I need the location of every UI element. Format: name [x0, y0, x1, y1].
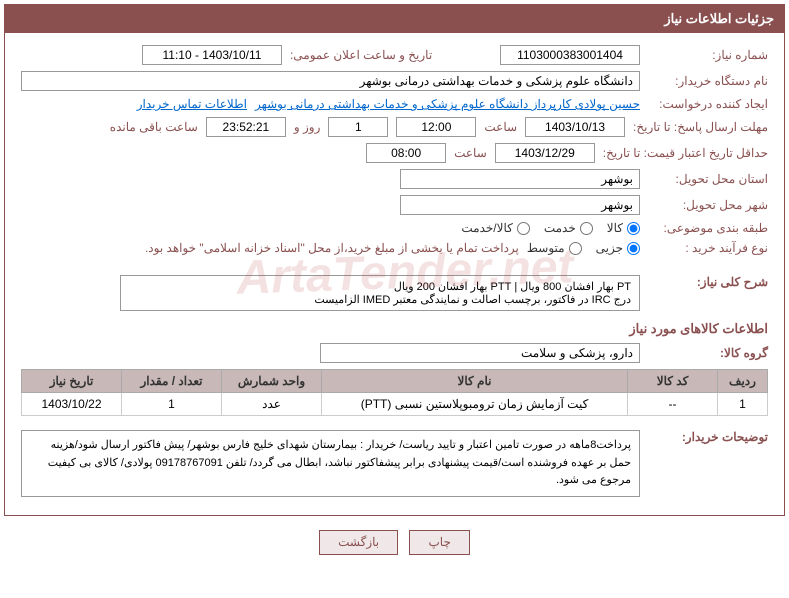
row-province: استان محل تحویل: بوشهر [21, 169, 768, 189]
radio-partial-input[interactable] [627, 242, 640, 255]
main-panel: جزئیات اطلاعات نیاز ArtaTender.net شماره… [4, 4, 785, 516]
radio-goods[interactable]: کالا [607, 221, 640, 235]
radio-goods-input[interactable] [627, 222, 640, 235]
th-qty: تعداد / مقدار [122, 370, 222, 393]
deadline-label: مهلت ارسال پاسخ: تا تاریخ: [633, 120, 768, 134]
validity-label: حداقل تاریخ اعتبار قیمت: تا تاریخ: [603, 146, 768, 160]
radio-both[interactable]: کالا/خدمت [461, 221, 529, 235]
deadline-days-label: روز و [294, 120, 321, 134]
announce-value: 1403/10/11 - 11:10 [142, 45, 282, 65]
radio-partial[interactable]: جزیی [596, 241, 640, 255]
td-qty: 1 [122, 393, 222, 416]
announce-label: تاریخ و ساعت اعلان عمومی: [290, 48, 432, 62]
general-desc-label: شرح کلی نیاز: [648, 275, 768, 289]
validity-time-label: ساعت [454, 146, 487, 160]
row-general-desc: شرح کلی نیاز: PT بهار افشان 800 ویال | P… [21, 275, 768, 311]
deadline-time-label: ساعت [484, 120, 517, 134]
need-number-value: 1103000383001404 [500, 45, 640, 65]
purchase-note: پرداخت تمام یا بخشی از مبلغ خرید،از محل … [145, 241, 519, 255]
td-unit: عدد [222, 393, 322, 416]
td-name: کیت آزمایش زمان ترومبوپلاستین نسبی (PTT) [322, 393, 628, 416]
th-code: کد کالا [628, 370, 718, 393]
row-goods-group: گروه کالا: دارو، پزشکی و سلامت [21, 343, 768, 363]
row-need-number: شماره نیاز: 1103000383001404 تاریخ و ساع… [21, 45, 768, 65]
radio-service[interactable]: خدمت [544, 221, 593, 235]
th-unit: واحد شمارش [222, 370, 322, 393]
th-name: نام کالا [322, 370, 628, 393]
need-number-label: شماره نیاز: [648, 48, 768, 62]
radio-medium[interactable]: متوسط [527, 241, 582, 255]
province-value: بوشهر [400, 169, 640, 189]
goods-section-title: اطلاعات کالاهای مورد نیاز [21, 321, 768, 337]
radio-goods-label: کالا [607, 221, 623, 235]
print-button[interactable]: چاپ [409, 530, 469, 555]
goods-table: ردیف کد کالا نام کالا واحد شمارش تعداد /… [21, 369, 768, 416]
province-label: استان محل تحویل: [648, 172, 768, 186]
buyer-contact-link[interactable]: اطلاعات تماس خریدار [137, 97, 247, 111]
deadline-remain: 23:52:21 [206, 117, 286, 137]
panel-header: جزئیات اطلاعات نیاز [5, 5, 784, 33]
radio-both-label: کالا/خدمت [461, 221, 512, 235]
radio-service-input[interactable] [580, 222, 593, 235]
radio-both-input[interactable] [517, 222, 530, 235]
radio-service-label: خدمت [544, 221, 576, 235]
purchase-type-label: نوع فرآیند خرید : [648, 241, 768, 255]
buyer-org-label: نام دستگاه خریدار: [648, 74, 768, 88]
row-requester: ایجاد کننده درخواست: حسین پولادی کارپردا… [21, 97, 768, 111]
row-city: شهر محل تحویل: بوشهر [21, 195, 768, 215]
buyer-org-value: دانشگاه علوم پزشکی و خدمات بهداشتی درمان… [21, 71, 640, 91]
row-deadline: مهلت ارسال پاسخ: تا تاریخ: 1403/10/13 سا… [21, 117, 768, 137]
radio-medium-label: متوسط [527, 241, 565, 255]
buyer-notes-value: پرداخت8ماهه در صورت تامین اعتبار و تایید… [21, 430, 640, 497]
row-purchase-type: نوع فرآیند خرید : جزیی متوسط پرداخت تمام… [21, 241, 768, 255]
button-bar: چاپ بازگشت [0, 530, 789, 555]
buyer-notes-label: توضیحات خریدار: [648, 430, 768, 444]
row-classification: طبقه بندی موضوعی: کالا خدمت کالا/خدمت [21, 221, 768, 235]
radio-medium-input[interactable] [569, 242, 582, 255]
td-code: -- [628, 393, 718, 416]
requester-value: حسین پولادی کارپرداز دانشگاه علوم پزشکی … [255, 97, 640, 111]
requester-label: ایجاد کننده درخواست: [648, 97, 768, 111]
td-date: 1403/10/22 [22, 393, 122, 416]
panel-title: جزئیات اطلاعات نیاز [664, 11, 774, 26]
back-button[interactable]: بازگشت [319, 530, 398, 555]
validity-time: 08:00 [366, 143, 446, 163]
row-buyer-org: نام دستگاه خریدار: دانشگاه علوم پزشکی و … [21, 71, 768, 91]
th-row: ردیف [718, 370, 768, 393]
validity-date: 1403/12/29 [495, 143, 595, 163]
classification-group: کالا خدمت کالا/خدمت [461, 221, 640, 235]
deadline-remain-label: ساعت باقی مانده [110, 120, 198, 134]
table-header-row: ردیف کد کالا نام کالا واحد شمارش تعداد /… [22, 370, 768, 393]
city-label: شهر محل تحویل: [648, 198, 768, 212]
general-desc-value: PT بهار افشان 800 ویال | PTT بهار افشان … [120, 275, 640, 311]
row-buyer-notes: توضیحات خریدار: پرداخت8ماهه در صورت تامی… [21, 430, 768, 497]
radio-partial-label: جزیی [596, 241, 623, 255]
deadline-time: 12:00 [396, 117, 476, 137]
city-value: بوشهر [400, 195, 640, 215]
table-row: 1 -- کیت آزمایش زمان ترومبوپلاستین نسبی … [22, 393, 768, 416]
deadline-days: 1 [328, 117, 388, 137]
goods-group-value: دارو، پزشکی و سلامت [320, 343, 640, 363]
panel-content: شماره نیاز: 1103000383001404 تاریخ و ساع… [5, 33, 784, 515]
classification-label: طبقه بندی موضوعی: [648, 221, 768, 235]
row-validity: حداقل تاریخ اعتبار قیمت: تا تاریخ: 1403/… [21, 143, 768, 163]
th-date: تاریخ نیاز [22, 370, 122, 393]
deadline-date: 1403/10/13 [525, 117, 625, 137]
td-row: 1 [718, 393, 768, 416]
purchase-type-group: جزیی متوسط [527, 241, 640, 255]
goods-group-label: گروه کالا: [648, 346, 768, 360]
